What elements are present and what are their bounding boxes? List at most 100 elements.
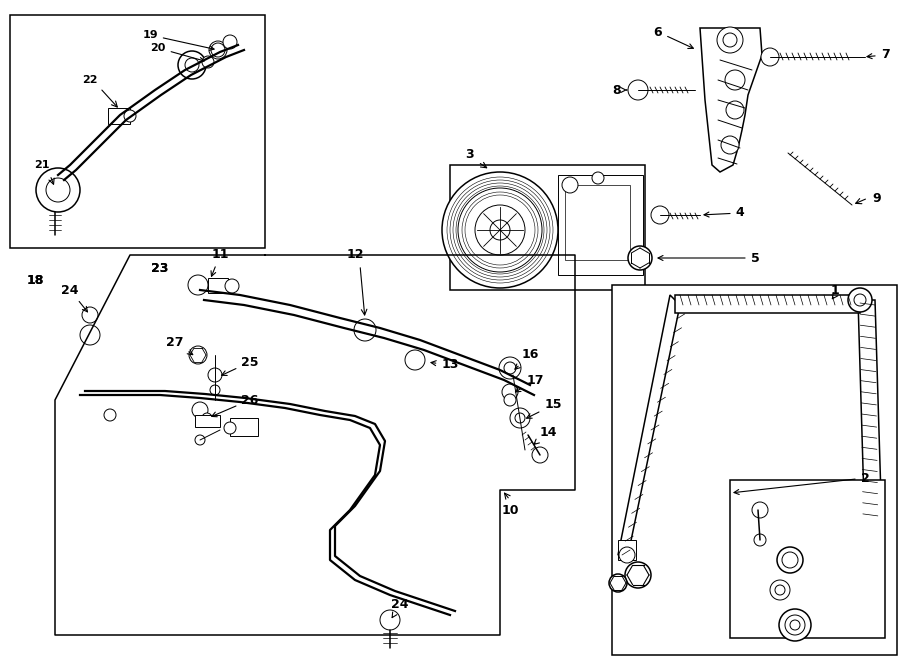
Text: 14: 14 [534, 426, 557, 444]
Circle shape [761, 48, 779, 66]
Text: 8: 8 [613, 83, 627, 97]
Text: 22: 22 [82, 75, 98, 85]
Bar [10, 15, 265, 248]
Bar [612, 285, 897, 655]
Text: 18: 18 [26, 274, 44, 286]
Polygon shape [700, 28, 762, 172]
Text: 1: 1 [831, 284, 840, 297]
Text: 18: 18 [26, 274, 44, 286]
Circle shape [490, 220, 510, 240]
Polygon shape [858, 300, 882, 535]
Circle shape [504, 394, 516, 406]
Circle shape [532, 447, 548, 463]
Bar [565, 185, 630, 260]
Circle shape [210, 385, 220, 395]
Circle shape [208, 368, 222, 382]
Circle shape [609, 574, 627, 592]
Circle shape [185, 58, 199, 72]
Circle shape [625, 562, 651, 588]
Circle shape [223, 35, 237, 49]
Circle shape [717, 27, 743, 53]
Circle shape [628, 80, 648, 100]
Circle shape [82, 307, 98, 323]
Circle shape [195, 435, 205, 445]
Bar [618, 540, 636, 560]
Text: 21: 21 [34, 160, 50, 170]
Text: 19: 19 [142, 30, 214, 50]
Circle shape [790, 620, 800, 630]
Circle shape [510, 408, 530, 428]
Circle shape [782, 552, 798, 568]
Bar [730, 480, 885, 638]
Circle shape [188, 275, 208, 295]
Circle shape [178, 51, 206, 79]
Text: 23: 23 [151, 262, 168, 274]
Circle shape [854, 294, 866, 306]
Text: 24: 24 [61, 284, 87, 312]
Circle shape [752, 502, 768, 518]
Text: 10: 10 [501, 504, 518, 516]
Bar [230, 418, 258, 436]
Text: 2: 2 [734, 471, 869, 494]
Text: 4: 4 [704, 206, 744, 219]
Circle shape [848, 288, 872, 312]
Circle shape [562, 177, 578, 193]
Circle shape [224, 422, 236, 434]
Text: 3: 3 [465, 149, 474, 161]
Circle shape [592, 172, 604, 184]
Polygon shape [618, 295, 680, 555]
Circle shape [723, 33, 737, 47]
Circle shape [725, 70, 745, 90]
Text: 27: 27 [166, 336, 193, 355]
Bar [450, 165, 645, 290]
Circle shape [211, 43, 225, 57]
Circle shape [380, 610, 400, 630]
Circle shape [36, 168, 80, 212]
Text: 13: 13 [431, 358, 459, 371]
Circle shape [209, 41, 227, 59]
Circle shape [458, 188, 542, 272]
Circle shape [189, 346, 207, 364]
Circle shape [124, 110, 136, 122]
Circle shape [104, 409, 116, 421]
Text: 6: 6 [653, 26, 693, 48]
Circle shape [442, 172, 558, 288]
Circle shape [192, 402, 208, 418]
Circle shape [628, 246, 652, 270]
Circle shape [777, 547, 803, 573]
Text: 16: 16 [515, 348, 539, 369]
Circle shape [726, 101, 744, 119]
Circle shape [225, 279, 239, 293]
Circle shape [754, 534, 766, 546]
Text: 24: 24 [392, 598, 409, 617]
Bar [675, 295, 860, 313]
Circle shape [405, 350, 425, 370]
Circle shape [775, 585, 785, 595]
Text: 23: 23 [151, 262, 168, 274]
Circle shape [504, 362, 516, 374]
Circle shape [515, 413, 525, 423]
Text: 26: 26 [212, 393, 258, 416]
Circle shape [770, 580, 790, 600]
Bar [108, 108, 130, 124]
Circle shape [502, 384, 518, 400]
Circle shape [779, 609, 811, 641]
Text: 9: 9 [873, 192, 881, 204]
Circle shape [619, 547, 635, 563]
Bar [195, 415, 220, 427]
Circle shape [785, 615, 805, 635]
Circle shape [46, 178, 70, 202]
Text: 12: 12 [346, 249, 364, 262]
Circle shape [202, 56, 214, 68]
Circle shape [499, 357, 521, 379]
Circle shape [475, 205, 525, 255]
Text: 20: 20 [150, 43, 204, 62]
Circle shape [651, 206, 669, 224]
Text: 7: 7 [867, 48, 889, 61]
Circle shape [721, 136, 739, 154]
Text: 25: 25 [221, 356, 259, 375]
Text: 17: 17 [516, 373, 544, 392]
Text: 15: 15 [526, 399, 562, 418]
Bar [558, 175, 643, 275]
Bar [208, 278, 228, 293]
